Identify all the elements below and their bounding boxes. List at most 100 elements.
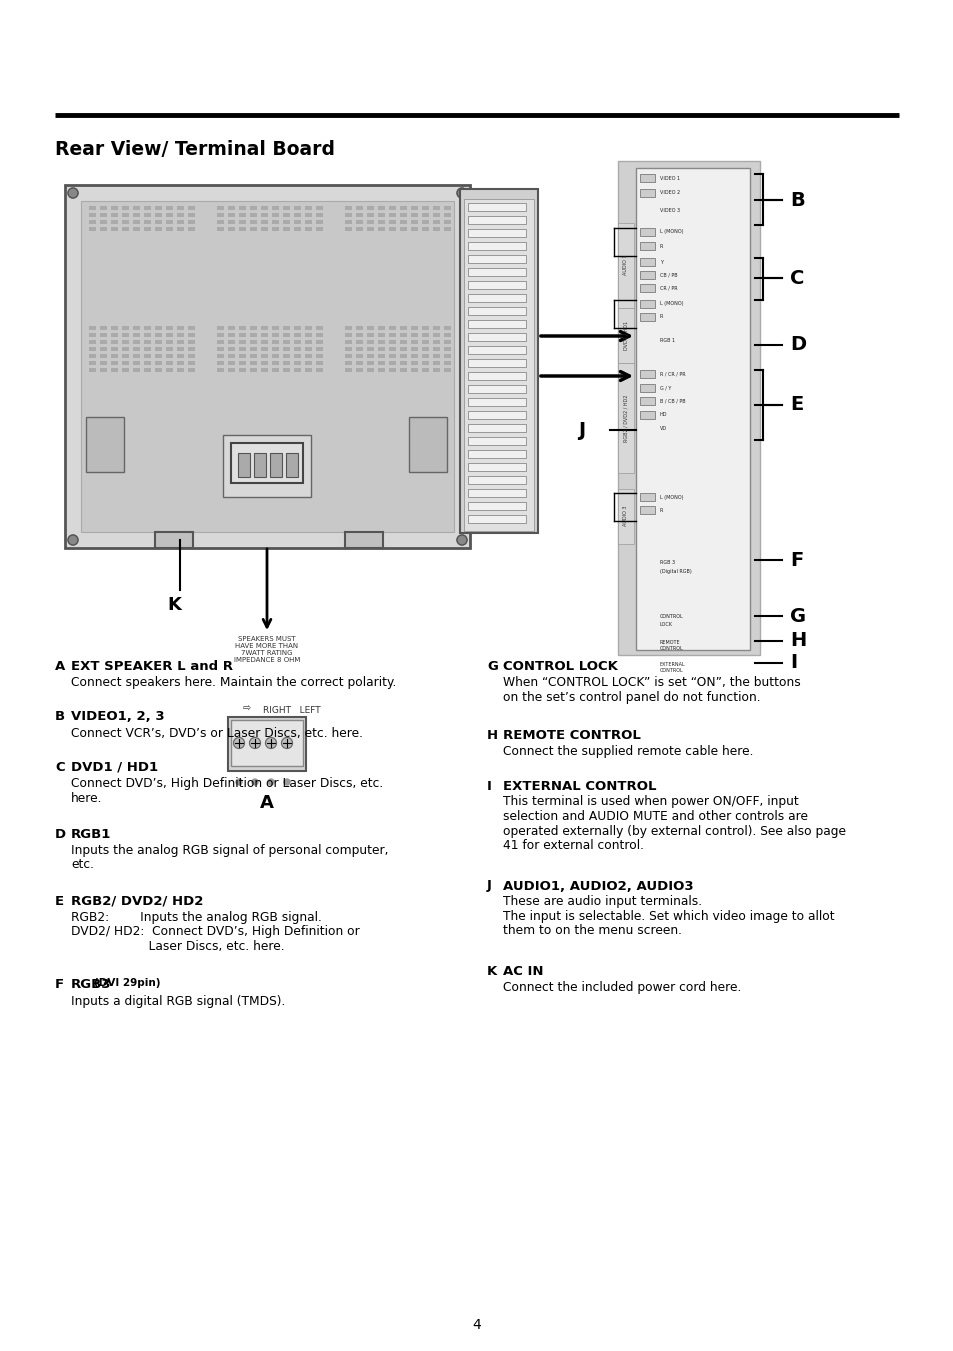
Bar xyxy=(154,220,162,224)
Bar xyxy=(122,326,129,330)
Text: G / Y: G / Y xyxy=(659,385,671,390)
Text: VD: VD xyxy=(659,426,666,431)
Text: E: E xyxy=(789,396,802,415)
Bar xyxy=(166,354,172,358)
Bar xyxy=(377,227,385,231)
Bar xyxy=(367,205,374,209)
Bar xyxy=(89,205,96,209)
Bar xyxy=(305,326,312,330)
Bar xyxy=(399,213,407,218)
Bar xyxy=(132,367,140,372)
Bar xyxy=(639,493,655,501)
Bar xyxy=(283,220,290,224)
Bar xyxy=(315,361,323,365)
Bar xyxy=(100,205,107,209)
Bar xyxy=(389,213,395,218)
Bar xyxy=(177,347,184,351)
Bar xyxy=(433,220,439,224)
Bar xyxy=(468,242,525,250)
Text: Connect the included power cord here.: Connect the included power cord here. xyxy=(502,981,740,994)
Text: Connect speakers here. Maintain the correct polarity.: Connect speakers here. Maintain the corr… xyxy=(71,676,395,689)
Text: K: K xyxy=(486,965,497,978)
Bar xyxy=(443,332,451,336)
Bar xyxy=(144,332,151,336)
Bar xyxy=(188,213,194,218)
Text: SPEAKERS MUST
HAVE MORE THAN
7WATT RATING
IMPEDANCE 8 OHM: SPEAKERS MUST HAVE MORE THAN 7WATT RATIN… xyxy=(233,636,300,663)
Text: C: C xyxy=(55,761,65,774)
Text: R: R xyxy=(659,243,662,249)
Text: RIGHT   LEFT: RIGHT LEFT xyxy=(263,707,320,715)
Text: R: R xyxy=(659,508,662,512)
Bar xyxy=(377,367,385,372)
Text: AUDIO 1: AUDIO 1 xyxy=(623,255,628,276)
Text: C: C xyxy=(789,269,803,288)
Bar xyxy=(443,367,451,372)
Bar xyxy=(389,367,395,372)
Bar xyxy=(315,213,323,218)
Bar xyxy=(177,367,184,372)
Text: DVD1 / HD1: DVD1 / HD1 xyxy=(71,761,158,774)
Bar xyxy=(421,340,429,345)
Bar xyxy=(389,347,395,351)
Bar xyxy=(639,411,655,419)
Bar xyxy=(294,340,301,345)
Bar xyxy=(100,367,107,372)
Bar xyxy=(411,367,417,372)
Text: RGB 1: RGB 1 xyxy=(659,338,675,343)
Bar xyxy=(305,213,312,218)
Bar xyxy=(468,295,525,303)
Text: etc.: etc. xyxy=(71,858,94,871)
Bar xyxy=(272,361,278,365)
Bar xyxy=(355,340,363,345)
Text: ⇨: ⇨ xyxy=(243,704,251,713)
Bar xyxy=(433,326,439,330)
Text: 41 for external control.: 41 for external control. xyxy=(502,839,643,852)
Bar xyxy=(239,227,246,231)
Bar xyxy=(421,361,429,365)
Bar xyxy=(421,205,429,209)
Text: RGB3: RGB3 xyxy=(71,978,112,992)
Text: L (MONO): L (MONO) xyxy=(659,230,682,235)
Text: These are audio input terminals.: These are audio input terminals. xyxy=(502,896,701,908)
Bar xyxy=(639,300,655,308)
Bar xyxy=(377,340,385,345)
Bar xyxy=(315,354,323,358)
Bar xyxy=(433,367,439,372)
Bar xyxy=(250,227,256,231)
Bar xyxy=(89,332,96,336)
Bar xyxy=(468,515,525,523)
Text: D: D xyxy=(55,828,66,842)
Text: RGB2 / DVD2 / HD2: RGB2 / DVD2 / HD2 xyxy=(623,394,628,442)
Circle shape xyxy=(68,535,78,544)
Bar xyxy=(315,340,323,345)
Bar xyxy=(144,354,151,358)
Bar xyxy=(154,361,162,365)
Bar xyxy=(250,332,256,336)
Text: R: R xyxy=(659,315,662,319)
Bar xyxy=(100,347,107,351)
Bar xyxy=(239,340,246,345)
Bar xyxy=(154,205,162,209)
Bar xyxy=(639,370,655,378)
Text: Rear View/ Terminal Board: Rear View/ Terminal Board xyxy=(55,141,335,159)
Bar xyxy=(100,227,107,231)
Bar xyxy=(367,332,374,336)
Bar xyxy=(166,340,172,345)
Text: I: I xyxy=(486,780,492,793)
Bar xyxy=(239,213,246,218)
Bar xyxy=(411,340,417,345)
Bar xyxy=(639,397,655,405)
Text: Y: Y xyxy=(659,259,662,265)
Bar xyxy=(355,205,363,209)
Bar xyxy=(315,220,323,224)
Bar xyxy=(283,213,290,218)
Bar xyxy=(294,367,301,372)
Bar xyxy=(177,220,184,224)
Bar xyxy=(468,372,525,380)
Bar xyxy=(468,450,525,458)
Bar xyxy=(443,205,451,209)
Bar xyxy=(166,332,172,336)
Bar xyxy=(389,220,395,224)
Text: CONTROL: CONTROL xyxy=(659,647,683,651)
Text: VIDEO 3: VIDEO 3 xyxy=(659,208,679,213)
